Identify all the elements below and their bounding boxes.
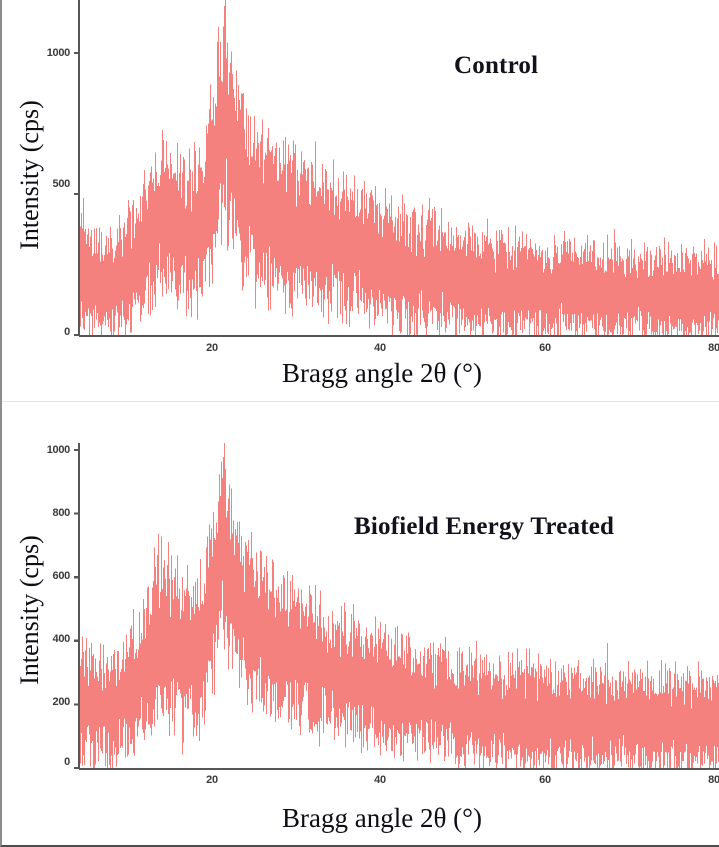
y-tick-label-top-0: 0 [12,326,70,338]
x-tick-label-top-60: 60 [539,342,551,354]
x-axis-title-biofield: Bragg angle 2θ (°) [202,803,562,834]
chart-panel-biofield: 1000 800 600 400 200 0 20 40 60 80 Biofi… [2,405,719,847]
y-axis-title-control: Intensity (cps) [15,75,45,275]
chart-title-control: Control [454,52,538,80]
x-tick-label-top-20: 20 [206,342,218,354]
xrd-plot-control [2,0,719,400]
x-axis-title-control: Bragg angle 2θ (°) [202,358,562,389]
y-axis-title-biofield: Intensity (cps) [15,510,45,710]
xrd-plot-biofield [2,405,719,847]
x-tick-label-top-80: 80 [708,342,719,354]
x-tick-label-bottom-40: 40 [374,774,386,786]
x-tick-label-top-40: 40 [374,342,386,354]
diffractogram-trace [81,443,719,768]
diffractogram-noise-band [81,0,719,335]
figure-page: 1000 500 0 20 40 60 80 Control Intensity… [0,0,719,847]
panel-divider [2,401,719,402]
diffractogram-trace [81,0,719,335]
x-tick-label-bottom-20: 20 [206,774,218,786]
chart-title-biofield: Biofield Energy Treated [354,513,614,541]
y-tick-label-bottom-1000: 1000 [12,444,70,456]
y-tick-label-bottom-0: 0 [12,756,70,768]
x-tick-label-bottom-60: 60 [539,774,551,786]
x-tick-label-bottom-80: 80 [708,774,719,786]
chart-panel-control: 1000 500 0 20 40 60 80 Control Intensity… [2,0,719,400]
diffractogram-noise-band [81,443,719,768]
y-tick-label-top-1000: 1000 [12,47,70,59]
